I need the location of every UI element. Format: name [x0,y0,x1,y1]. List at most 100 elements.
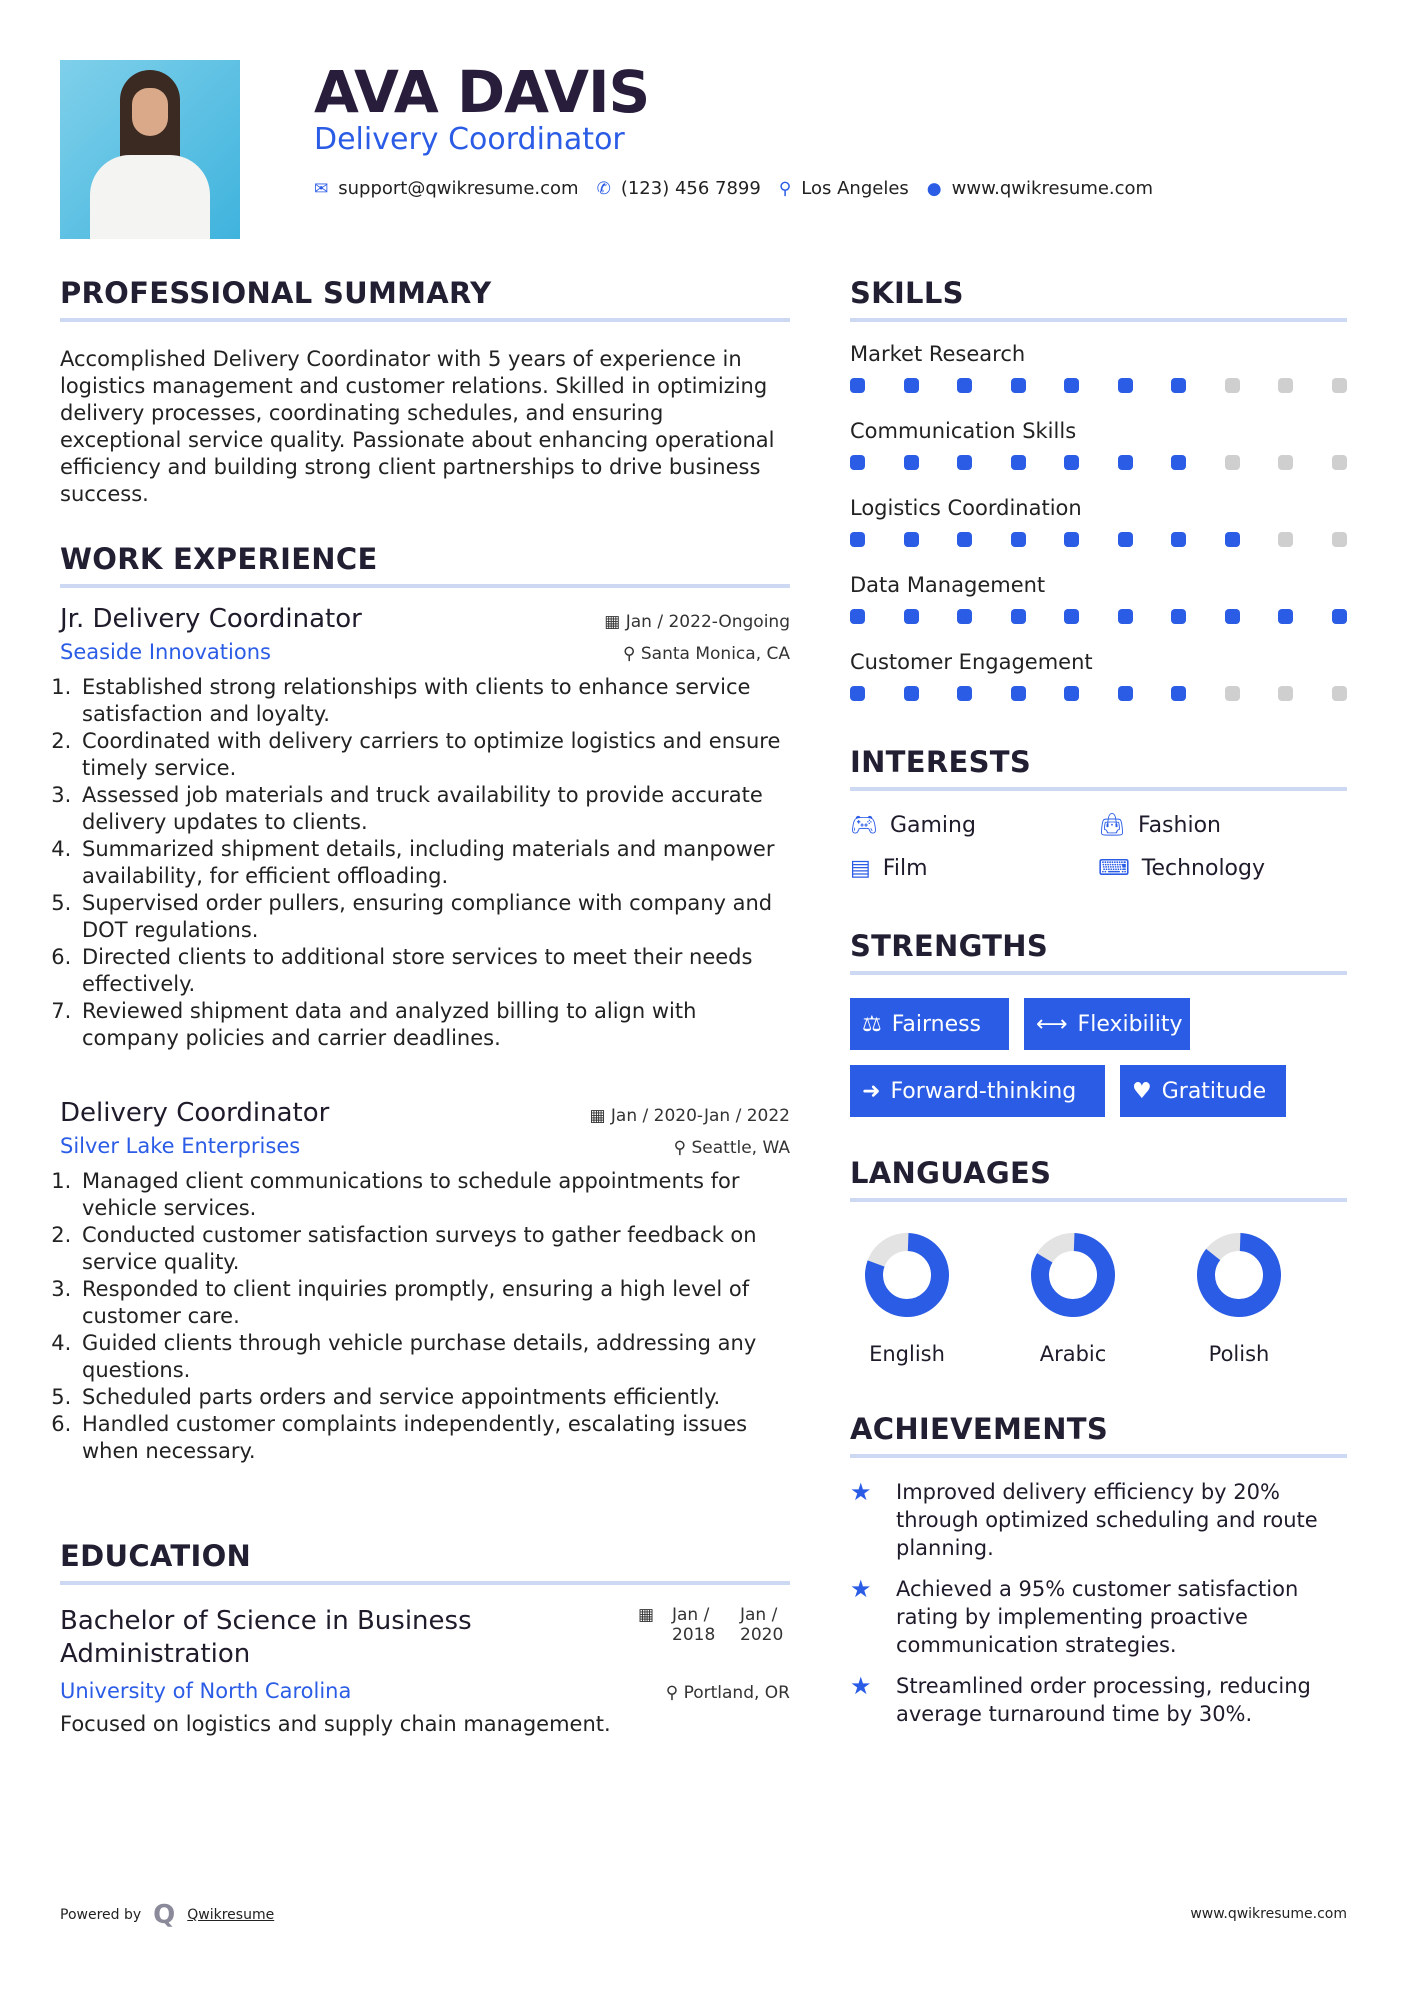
candidate-name: AVA DAVIS [314,58,650,126]
rating-dot [1117,532,1133,547]
skill-name: Data Management [850,573,1046,597]
job-title: Delivery Coordinator [60,1098,330,1128]
rating-dot [1171,609,1187,624]
rating-dot [903,609,919,624]
candidate-title: Delivery Coordinator [314,122,625,157]
rating-dot [1117,686,1133,701]
language-donut [865,1233,949,1317]
qwikresume-logo-icon: Q [153,1900,176,1930]
list-item: Guided clients through vehicle purchase … [78,1330,790,1384]
rating-dot [903,686,919,701]
list-item: Coordinated with delivery carriers to op… [78,728,790,782]
rating-dot [1331,378,1347,393]
achievements-section: ACHIEVEMENTS ★ Improved delivery efficien… [850,1412,1347,1728]
company-name: Seaside Innovations [60,640,271,664]
rating-dot [1117,378,1133,393]
job-location: Seattle, WA [691,1138,791,1158]
strengths-section: STRENGTHS ⚖ Fairness ⟷ Flexibility ➜ Forwar… [850,929,1347,1129]
work-section: WORK EXPERIENCE [60,542,790,588]
skill-item: Logistics Coordination [850,496,1347,547]
languages-section: LANGUAGES English Arabic Polish [850,1156,1347,1366]
language-item: Arabic [990,1232,1156,1366]
section-heading: EDUCATION [60,1539,252,1573]
rating-dot [1278,378,1294,393]
rating-dot [957,378,973,393]
rating-dot [1278,532,1294,547]
list-item: Responded to client inquiries promptly, … [78,1276,790,1330]
film-icon: ▤ [850,856,871,881]
laptop-icon: ⌨ [1098,856,1130,881]
interest-film: ▤ Film [850,856,928,881]
star-icon: ★ [850,1672,872,1700]
list-item: Assessed job materials and truck availab… [78,782,790,836]
rating-dot [850,532,865,547]
list-item: Handled customer complaints independentl… [78,1411,790,1465]
pin-icon: ⚲ [665,1683,684,1703]
rating-dot [1331,686,1347,701]
interest-technology: ⌨ Technology [1098,856,1265,881]
rating-dot [1064,378,1080,393]
balance-scale-icon: ⚖ [862,1011,882,1037]
language-name: English [869,1342,945,1366]
rating-dot [850,686,865,701]
skill-item: Market Research [850,342,1347,393]
rating-dot [1278,686,1294,701]
list-item: Supervised order pullers, ensuring compl… [78,890,790,944]
rating-dot [903,455,919,470]
job-dates: Jan / 2020-Jan / 2022 [610,1106,790,1126]
achievement-item: ★ Achieved a 95% customer satisfaction ra… [850,1575,1299,1657]
section-heading: LANGUAGES [850,1156,1052,1190]
rating-dot [957,532,973,547]
rating-dot [1010,686,1026,701]
globe-icon: ● [926,178,942,199]
rating-dot [1278,609,1294,624]
language-item: Polish [1156,1232,1322,1366]
skill-item: Communication Skills [850,419,1347,470]
job-title: Jr. Delivery Coordinator [60,604,362,634]
brand-link[interactable]: Qwikresume [187,1907,275,1923]
location: Los Angeles [801,178,909,199]
arrows-horizontal-icon: ⟷ [1036,1011,1068,1037]
strength-forward-thinking: ➜ Forward-thinking [850,1065,1105,1117]
donut-fill [1031,1233,1115,1317]
edu-end: Jan / 2020 [740,1605,784,1645]
divider [850,971,1347,975]
skill-name: Market Research [850,342,1026,366]
interest-fashion: 👜︎ Fashion [1098,813,1221,838]
divider [60,1581,790,1585]
rating-dot [1224,455,1240,470]
strength-fairness: ⚖ Fairness [850,998,1009,1050]
email[interactable]: support@qwikresume.com [338,178,579,199]
summary-section: PROFESSIONAL SUMMARY Accomplished Delive… [60,276,790,508]
pin-icon: ⚲ [623,644,641,664]
rating-dot [1064,532,1080,547]
skill-name: Communication Skills [850,419,1077,443]
profile-photo [60,60,240,239]
donut-fill [1197,1233,1281,1317]
strength-gratitude: ♥ Gratitude [1120,1065,1286,1117]
website[interactable]: www.qwikresume.com [951,178,1154,199]
rating-dot [1224,609,1240,624]
skill-rating [850,378,1347,393]
rating-dot [957,686,973,701]
rating-dot [957,609,973,624]
skill-name: Customer Engagement [850,650,1093,674]
divider [850,1198,1347,1202]
section-heading: PROFESSIONAL SUMMARY [60,276,492,310]
calendar-icon: ▦ [589,1106,611,1126]
responsibility-list: Managed client communications to schedul… [60,1168,790,1465]
achievement-item: ★ Streamlined order processing, reducing … [850,1672,1311,1726]
list-item: Scheduled parts orders and service appoi… [78,1384,790,1411]
powered-by-label: Powered by [60,1907,142,1923]
interest-gaming: 🎮︎ Gaming [850,813,976,838]
rating-dot [1224,532,1240,547]
rating-dot [850,455,865,470]
rating-dot [1224,686,1240,701]
responsibility-list: Established strong relationships with cl… [60,674,790,1052]
summary-text: Accomplished Delivery Coordinator with 5… [60,347,775,506]
footer-website[interactable]: www.qwikresume.com [1190,1906,1347,1922]
interests-section: INTERESTS 🎮︎ Gaming 👜︎ Fashion ▤ Film ⌨ Tech… [850,745,1347,881]
rating-dot [1064,455,1080,470]
section-heading: WORK EXPERIENCE [60,542,378,576]
section-heading: INTERESTS [850,745,1032,779]
